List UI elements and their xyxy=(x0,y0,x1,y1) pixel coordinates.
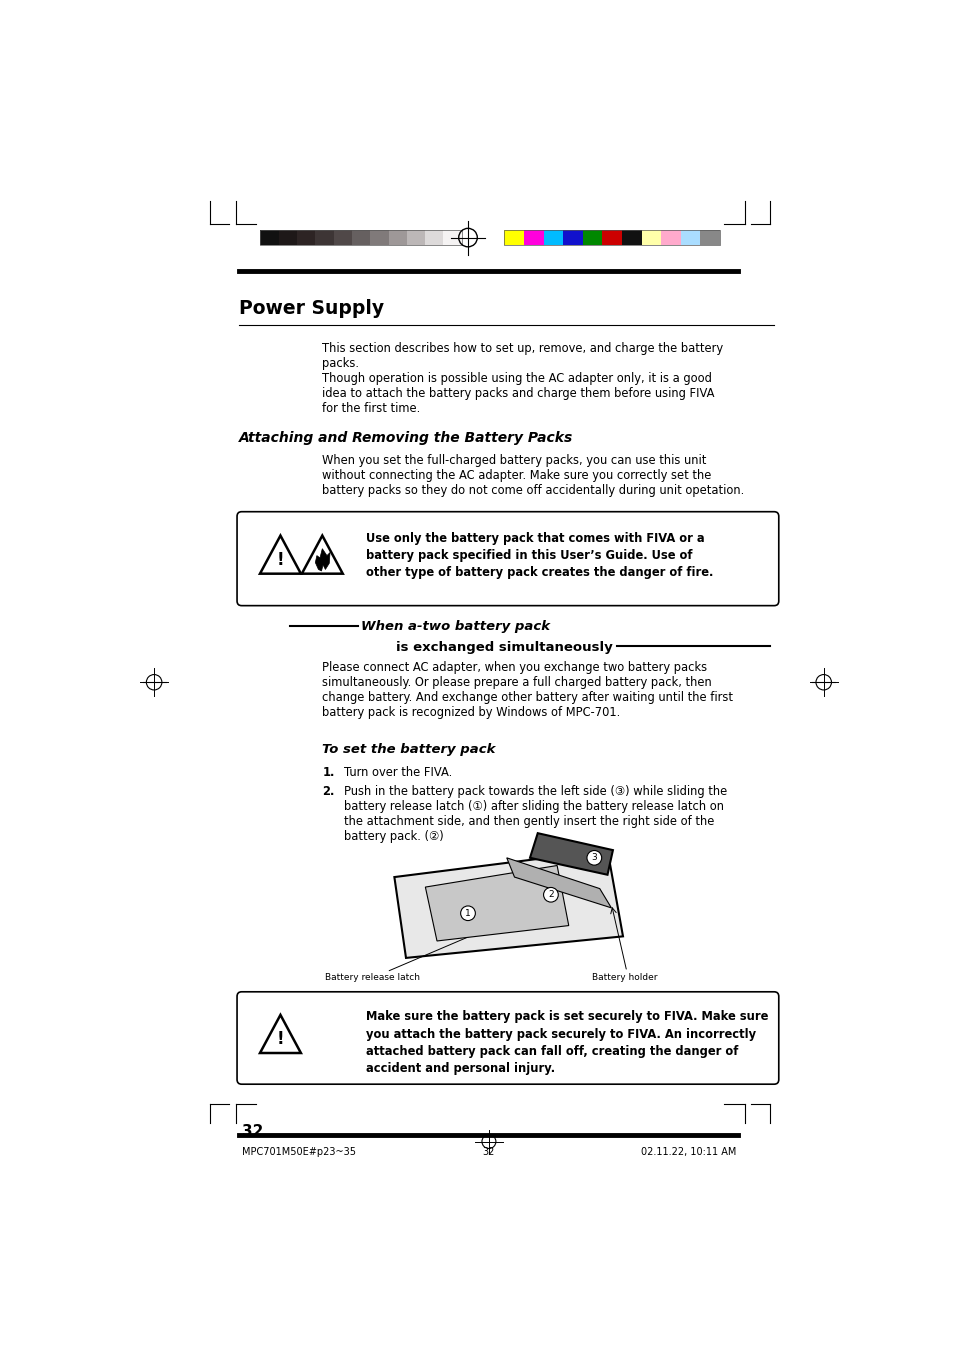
Text: Attaching and Removing the Battery Packs: Attaching and Removing the Battery Packs xyxy=(239,431,573,446)
Text: idea to attach the battery packs and charge them before using FIVA: idea to attach the battery packs and cha… xyxy=(322,388,714,400)
Text: packs.: packs. xyxy=(322,357,359,370)
Text: MPC701M50E#p23~35: MPC701M50E#p23~35 xyxy=(241,1147,355,1156)
Bar xyxy=(504,230,720,246)
Bar xyxy=(680,230,700,246)
Bar xyxy=(352,230,370,246)
Text: !: ! xyxy=(276,551,284,569)
FancyBboxPatch shape xyxy=(236,992,778,1085)
Text: accident and personal injury.: accident and personal injury. xyxy=(365,1062,555,1075)
Circle shape xyxy=(543,888,558,902)
Bar xyxy=(296,230,314,246)
Bar xyxy=(260,230,278,246)
Text: battery pack is recognized by Windows of MPC-701.: battery pack is recognized by Windows of… xyxy=(322,707,619,719)
Text: Push in the battery pack towards the left side (③) while sliding the: Push in the battery pack towards the lef… xyxy=(344,785,726,797)
Bar xyxy=(406,230,425,246)
Text: 02.11.22, 10:11 AM: 02.11.22, 10:11 AM xyxy=(640,1147,736,1156)
Bar xyxy=(621,230,640,246)
Polygon shape xyxy=(506,858,611,908)
Text: attached battery pack can fall off, creating the danger of: attached battery pack can fall off, crea… xyxy=(365,1044,738,1058)
Text: 1.: 1. xyxy=(322,766,335,778)
Text: 32: 32 xyxy=(482,1147,495,1156)
Polygon shape xyxy=(260,1015,300,1052)
Text: Battery holder: Battery holder xyxy=(592,973,657,982)
Text: the attachment side, and then gently insert the right side of the: the attachment side, and then gently ins… xyxy=(344,815,714,828)
Text: is exchanged simultaneously: is exchanged simultaneously xyxy=(395,642,612,654)
Text: simultaneously. Or please prepare a full charged battery pack, then: simultaneously. Or please prepare a full… xyxy=(322,676,711,689)
Bar xyxy=(700,230,720,246)
Text: Power Supply: Power Supply xyxy=(239,299,384,319)
FancyBboxPatch shape xyxy=(236,512,778,605)
Text: Turn over the FIVA.: Turn over the FIVA. xyxy=(344,766,452,778)
Bar xyxy=(260,230,461,246)
Text: Battery release latch: Battery release latch xyxy=(324,973,419,982)
Polygon shape xyxy=(425,866,568,942)
Text: 32: 32 xyxy=(241,1124,263,1139)
Text: 1: 1 xyxy=(465,909,471,917)
Bar xyxy=(660,230,680,246)
Bar xyxy=(504,230,523,246)
Text: other type of battery pack creates the danger of fire.: other type of battery pack creates the d… xyxy=(365,566,712,580)
Text: Make sure the battery pack is set securely to FIVA. Make sure: Make sure the battery pack is set secure… xyxy=(365,1011,767,1023)
Bar xyxy=(443,230,461,246)
Bar xyxy=(523,230,543,246)
Polygon shape xyxy=(394,850,622,958)
Text: you attach the battery pack securely to FIVA. An incorrectly: you attach the battery pack securely to … xyxy=(365,1028,755,1040)
Polygon shape xyxy=(260,535,300,574)
Text: change battery. And exchange other battery after waiting until the first: change battery. And exchange other batte… xyxy=(322,692,733,704)
Text: for the first time.: for the first time. xyxy=(322,403,420,415)
Bar xyxy=(425,230,443,246)
Polygon shape xyxy=(315,549,330,571)
Bar xyxy=(562,230,582,246)
Text: 2.: 2. xyxy=(322,785,335,797)
Bar xyxy=(582,230,601,246)
Bar xyxy=(334,230,352,246)
Circle shape xyxy=(460,907,475,920)
Text: battery pack specified in this User’s Guide. Use of: battery pack specified in this User’s Gu… xyxy=(365,549,692,562)
Text: battery packs so they do not come off accidentally during unit opetation.: battery packs so they do not come off ac… xyxy=(322,485,743,497)
Text: To set the battery pack: To set the battery pack xyxy=(322,743,496,755)
Bar xyxy=(278,230,296,246)
Circle shape xyxy=(586,851,601,865)
Text: without connecting the AC adapter. Make sure you correctly set the: without connecting the AC adapter. Make … xyxy=(322,469,711,482)
Text: When a-two battery pack: When a-two battery pack xyxy=(360,620,550,634)
Polygon shape xyxy=(301,535,342,574)
Bar xyxy=(601,230,621,246)
Text: !: ! xyxy=(276,1031,284,1048)
Bar xyxy=(370,230,388,246)
Text: battery pack. (②): battery pack. (②) xyxy=(344,830,443,843)
Bar xyxy=(543,230,562,246)
Text: 2: 2 xyxy=(548,890,553,900)
Bar xyxy=(640,230,660,246)
Text: Though operation is possible using the AC adapter only, it is a good: Though operation is possible using the A… xyxy=(322,373,712,385)
Text: 3: 3 xyxy=(591,854,597,862)
Bar xyxy=(388,230,406,246)
Text: battery release latch (①) after sliding the battery release latch on: battery release latch (①) after sliding … xyxy=(344,800,723,813)
Text: Use only the battery pack that comes with FIVA or a: Use only the battery pack that comes wit… xyxy=(365,532,703,544)
Bar xyxy=(314,230,334,246)
Text: Please connect AC adapter, when you exchange two battery packs: Please connect AC adapter, when you exch… xyxy=(322,661,707,674)
Text: When you set the full-charged battery packs, you can use this unit: When you set the full-charged battery pa… xyxy=(322,454,706,467)
Text: This section describes how to set up, remove, and charge the battery: This section describes how to set up, re… xyxy=(322,342,722,355)
Polygon shape xyxy=(530,834,612,874)
